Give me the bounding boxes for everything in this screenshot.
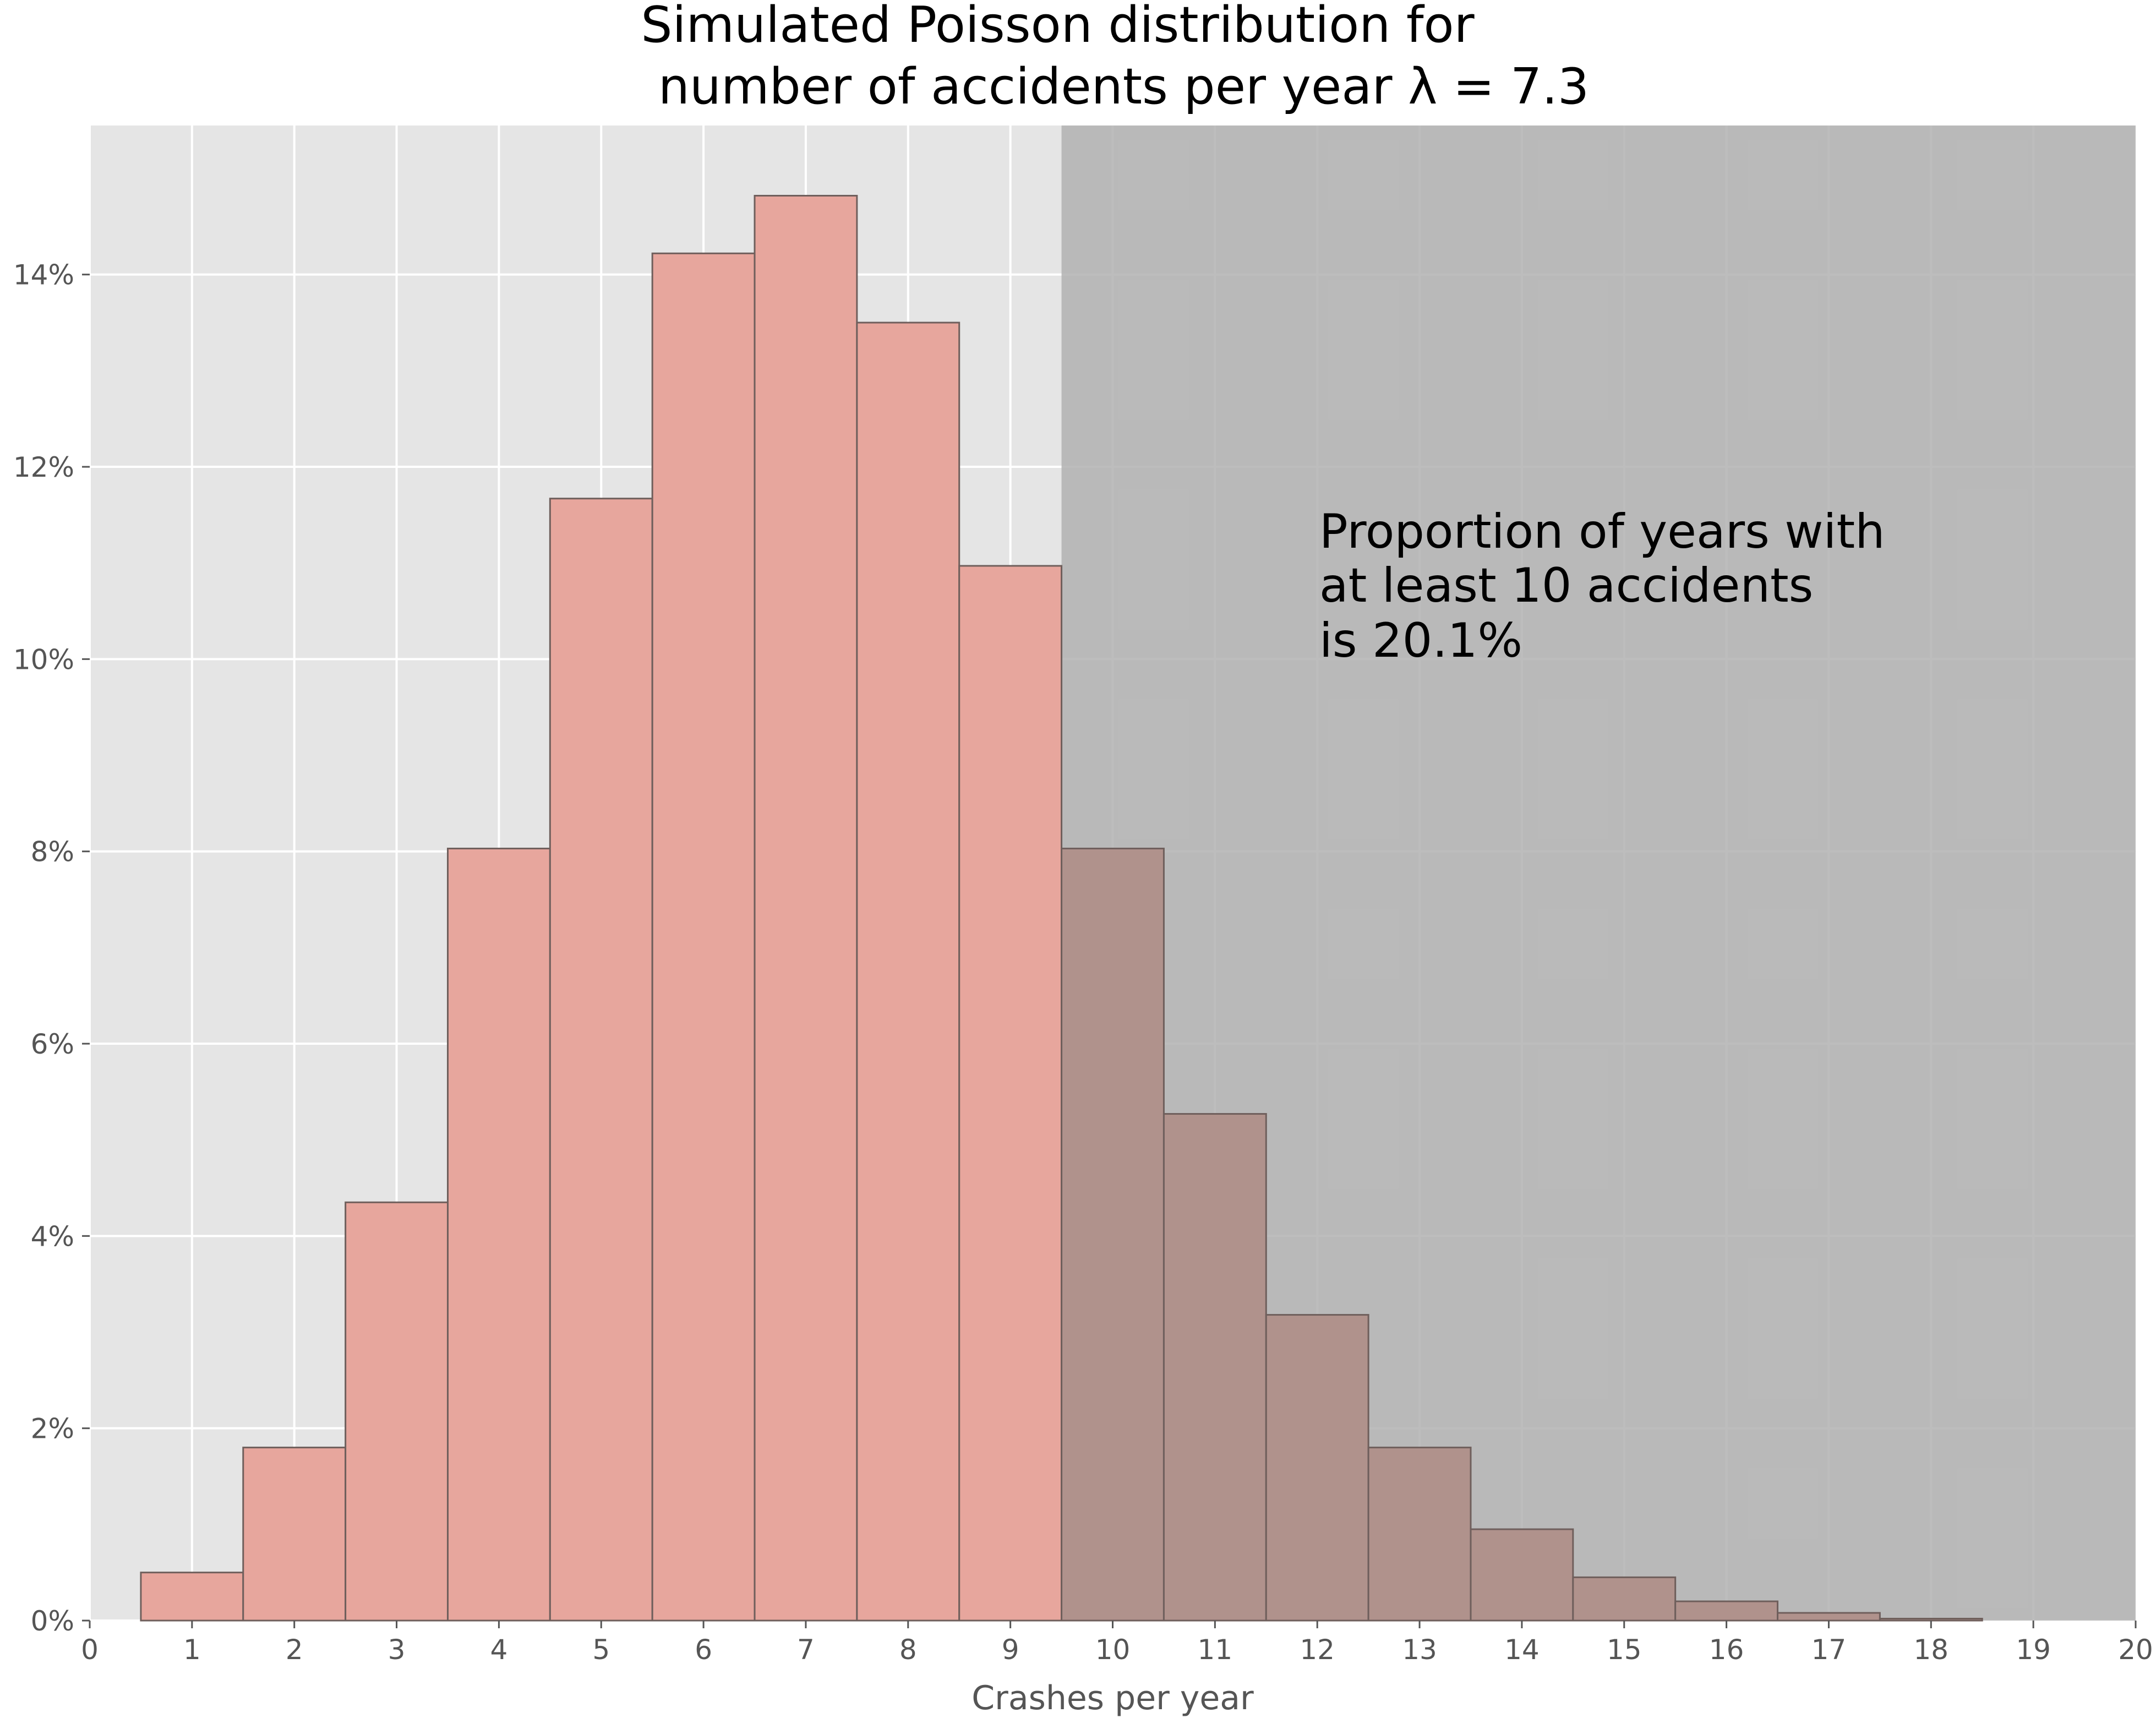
x-tick-label: 5 bbox=[592, 1634, 610, 1666]
bars bbox=[140, 195, 1983, 1622]
histogram-bar bbox=[1674, 1600, 1779, 1622]
x-tick-label: 11 bbox=[1198, 1634, 1233, 1666]
x-tick-label: 7 bbox=[797, 1634, 815, 1666]
axis-ticks: 0 1 2 3 4 5 6 7 8 9 10 11 12 13 14 15 16 17 18 19 200%2%4%6%… bbox=[13, 259, 2153, 1666]
x-tick-label: 8 bbox=[899, 1634, 917, 1666]
histogram-bar bbox=[446, 847, 551, 1622]
x-tick-label: 17 bbox=[1811, 1634, 1847, 1666]
histogram-bar bbox=[242, 1447, 347, 1622]
annotation-line-2: at least 10 accidents bbox=[1319, 558, 1814, 613]
x-tick-label: 0 bbox=[81, 1634, 99, 1666]
y-tick-label: 10% bbox=[13, 643, 74, 675]
histogram-bar bbox=[140, 1572, 244, 1622]
annotation-line-1: Proportion of years with bbox=[1319, 504, 1885, 559]
histogram-bar bbox=[754, 195, 858, 1622]
chart-text: Simulated Poisson distribution for numbe… bbox=[641, 0, 1885, 1717]
histogram-bar bbox=[549, 498, 653, 1622]
histogram-bar bbox=[856, 321, 960, 1622]
histogram-bar bbox=[1470, 1528, 1574, 1622]
x-tick-label: 10 bbox=[1095, 1634, 1131, 1666]
histogram-bar bbox=[1162, 1113, 1267, 1622]
x-tick-label: 4 bbox=[490, 1634, 507, 1666]
y-tick-label: 4% bbox=[31, 1220, 74, 1252]
x-tick-label: 12 bbox=[1300, 1634, 1335, 1666]
histogram-bar bbox=[958, 565, 1063, 1622]
histogram-bar bbox=[1061, 847, 1165, 1622]
x-tick-label: 2 bbox=[286, 1634, 303, 1666]
x-tick-label: 15 bbox=[1607, 1634, 1642, 1666]
y-tick-label: 6% bbox=[31, 1028, 74, 1060]
x-tick-label: 13 bbox=[1402, 1634, 1437, 1666]
y-tick-label: 12% bbox=[13, 451, 74, 483]
histogram-bar bbox=[1879, 1618, 1983, 1622]
histogram-bar bbox=[1367, 1447, 1472, 1622]
histogram-bar bbox=[1777, 1612, 1881, 1622]
x-tick-label: 1 bbox=[183, 1634, 201, 1666]
y-tick-label: 8% bbox=[31, 836, 74, 868]
x-tick-label: 6 bbox=[695, 1634, 712, 1666]
histogram-bar bbox=[1265, 1314, 1369, 1622]
histogram-bar bbox=[1572, 1576, 1677, 1622]
annotation-line-3: is 20.1% bbox=[1319, 613, 1522, 668]
y-tick-label: 0% bbox=[31, 1605, 74, 1637]
x-tick-label: 16 bbox=[1709, 1634, 1744, 1666]
chart-title-line-1: Simulated Poisson distribution for bbox=[641, 0, 1474, 54]
x-axis-label: Crashes per year bbox=[971, 1679, 1254, 1717]
x-tick-label: 20 bbox=[2118, 1634, 2153, 1666]
x-tick-label: 14 bbox=[1504, 1634, 1540, 1666]
y-tick-label: 14% bbox=[13, 259, 74, 291]
x-tick-label: 9 bbox=[1002, 1634, 1019, 1666]
chart-title-line-2: number of accidents per year λ = 7.3 bbox=[658, 58, 1589, 116]
histogram-bar bbox=[651, 252, 756, 1622]
x-tick-label: 3 bbox=[388, 1634, 406, 1666]
histogram-bar bbox=[345, 1201, 449, 1622]
y-tick-label: 2% bbox=[31, 1413, 74, 1445]
x-tick-label: 18 bbox=[1913, 1634, 1948, 1666]
x-tick-label: 19 bbox=[2016, 1634, 2051, 1666]
